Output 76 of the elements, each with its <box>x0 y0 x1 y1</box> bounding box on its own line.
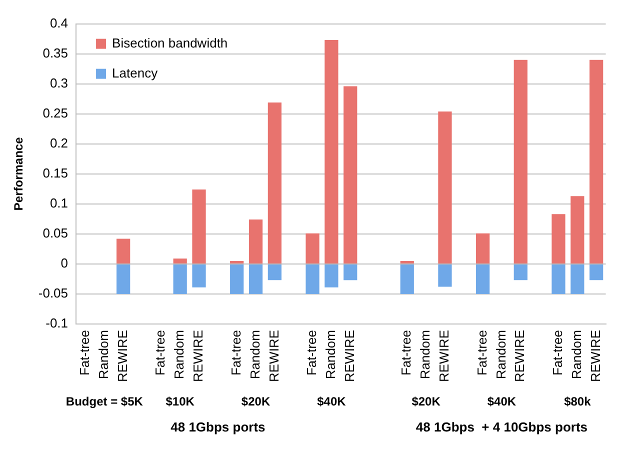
x-tick-label: Fat-tree <box>228 330 244 376</box>
text: $10K <box>166 394 195 408</box>
text: $40K <box>487 394 516 408</box>
y-tick-label: 0 <box>60 256 68 271</box>
y-tick-label: 0.25 <box>42 105 68 120</box>
x-tick-label: REWIRE <box>342 330 357 382</box>
text: $80k <box>564 394 592 408</box>
text: 48 1Gbps ports <box>170 420 266 435</box>
bar <box>590 264 604 280</box>
text: $20K <box>412 394 441 408</box>
bar <box>590 60 604 264</box>
bar <box>306 264 320 294</box>
x-tick-label: Random <box>568 330 584 380</box>
bar <box>268 102 282 264</box>
bar <box>306 233 320 264</box>
x-tick-label: REWIRE <box>190 330 206 382</box>
x-tick-label: Random <box>493 330 508 380</box>
bar <box>476 264 490 294</box>
bar <box>476 233 490 264</box>
y-tick-label: 0.05 <box>42 226 68 241</box>
bar <box>400 260 414 264</box>
y-tick-label: -0.1 <box>46 316 68 331</box>
x-tick-label: REWIRE <box>436 330 452 382</box>
bar <box>344 264 358 280</box>
x-tick-label: Fat-tree <box>152 330 168 376</box>
bar <box>192 190 206 264</box>
x-tick-label: REWIRE <box>266 330 282 382</box>
bar <box>324 40 338 264</box>
bar <box>248 220 263 264</box>
y-axis-title: Performance <box>12 136 26 211</box>
text: 48 1Gbps + 4 10Gbps ports <box>416 420 588 435</box>
y-tick-label: 0.15 <box>42 165 68 180</box>
x-tick-label: Random <box>172 330 187 380</box>
y-tick-label: 0.1 <box>50 196 68 210</box>
x-tick-label: REWIRE <box>512 330 528 382</box>
x-tick-label: Random <box>418 330 433 380</box>
bar <box>438 264 452 287</box>
bar <box>173 264 187 294</box>
text: $40K <box>317 394 346 408</box>
x-tick-label: Fat-tree <box>474 330 490 376</box>
x-tick-label: Random <box>323 330 338 380</box>
bar <box>230 264 244 294</box>
bar <box>173 258 187 264</box>
x-tick-label: REWIRE <box>114 330 130 382</box>
text: $20K <box>241 394 270 408</box>
bar <box>268 264 282 280</box>
x-tick-label: Random <box>247 330 262 380</box>
bar <box>400 264 414 294</box>
bar <box>116 238 130 264</box>
bar <box>514 60 528 264</box>
bar <box>248 264 263 294</box>
text: Budget = $5K <box>66 394 144 408</box>
bar <box>192 264 206 288</box>
legend-label: Latency <box>112 65 158 80</box>
y-tick-label: 0.4 <box>50 15 68 30</box>
bar <box>344 86 358 264</box>
bar <box>438 111 452 264</box>
y-tick-label: 0.3 <box>50 75 68 90</box>
x-tick-label: Fat-tree <box>304 330 320 376</box>
bar <box>552 214 566 264</box>
legend-label: Bisection bandwidth <box>112 35 228 50</box>
y-tick-label: 0.35 <box>42 45 68 60</box>
bar <box>570 196 584 264</box>
x-tick-label: Fat-tree <box>550 330 566 376</box>
bar <box>230 260 244 264</box>
bar <box>570 264 584 294</box>
x-tick-label: Random <box>96 330 111 380</box>
y-tick-label: -0.05 <box>38 286 68 301</box>
bar <box>324 264 338 288</box>
bar <box>116 264 130 294</box>
bar <box>552 264 566 294</box>
x-tick-label: Fat-tree <box>398 330 414 376</box>
y-tick-label: 0.2 <box>50 135 68 150</box>
x-tick-label: REWIRE <box>588 330 603 382</box>
x-tick-label: Fat-tree <box>77 330 92 376</box>
bar <box>514 264 528 280</box>
